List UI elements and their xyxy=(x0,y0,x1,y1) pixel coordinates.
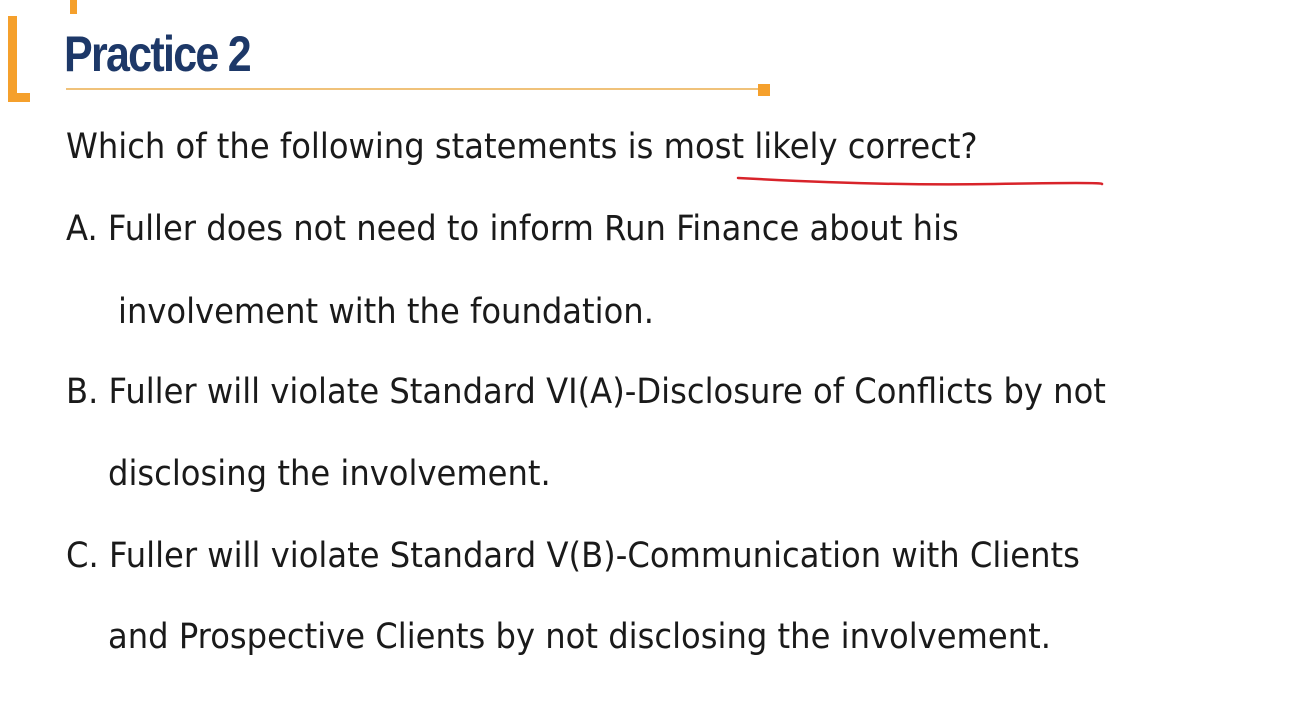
title-divider xyxy=(66,88,760,90)
slide-title: Practice 2 xyxy=(64,26,252,82)
option-b-line1: B. Fuller will violate Standard VI(A)-Di… xyxy=(66,372,1106,412)
bracket-foot-decoration xyxy=(8,93,30,102)
question-text: Which of the following statements is mos… xyxy=(66,127,978,167)
title-divider-end-square xyxy=(758,84,770,96)
bracket-top-tick xyxy=(70,0,77,14)
option-b-line2: disclosing the involvement. xyxy=(108,454,551,494)
option-a-line1: A. Fuller does not need to inform Run Fi… xyxy=(66,209,959,249)
option-c-line2: and Prospective Clients by not disclosin… xyxy=(108,617,1051,657)
option-c-line1: C. Fuller will violate Standard V(B)-Com… xyxy=(66,536,1080,576)
option-a-line2: involvement with the foundation. xyxy=(118,292,654,332)
bracket-decoration xyxy=(8,16,17,102)
handwritten-underline-annotation xyxy=(736,176,1104,186)
